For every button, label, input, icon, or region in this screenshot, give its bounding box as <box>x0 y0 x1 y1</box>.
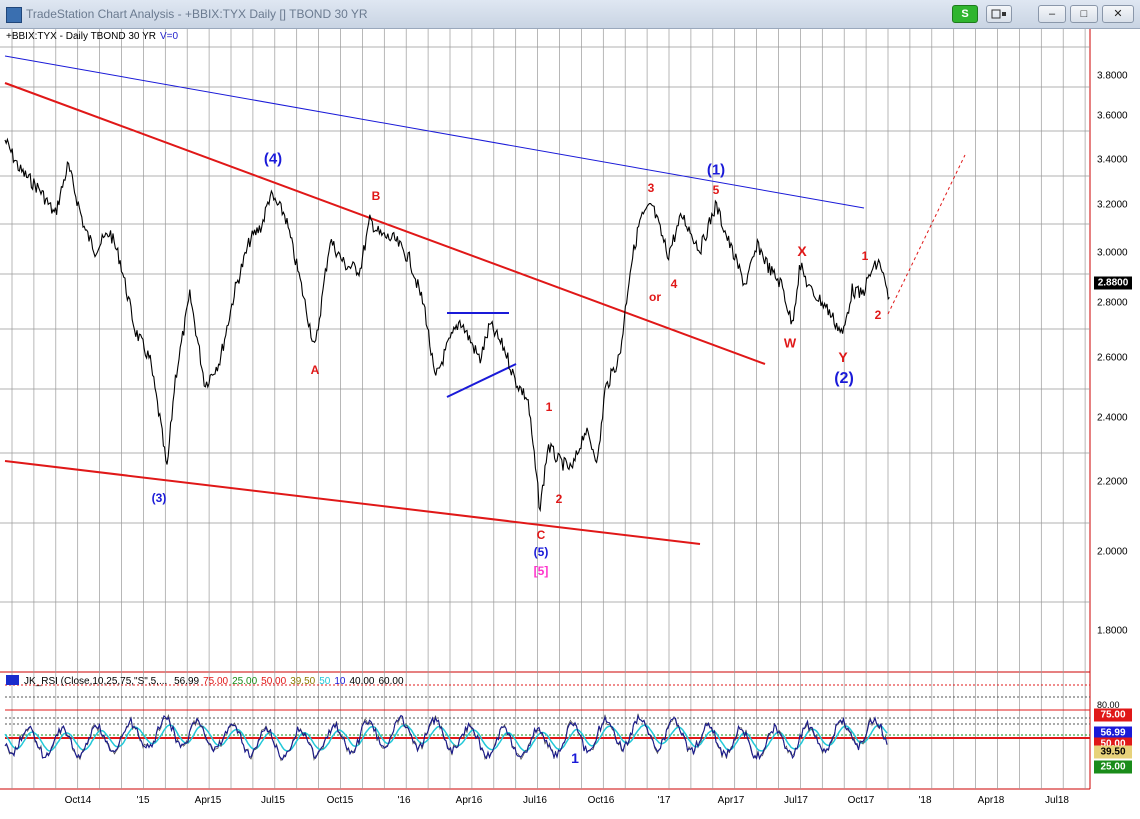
symbol-header: +BBIX:TYX - Daily TBOND 30 YR V=0 <box>6 31 178 42</box>
wave-label-new1: 1 <box>861 249 869 263</box>
wave-label-W: W <box>783 335 797 351</box>
price-tick: 2.8000 <box>1097 297 1128 309</box>
price-series-line <box>4 137 890 513</box>
rsi-flag-3950: 39.50 <box>1094 745 1132 759</box>
price-tick: 2.4000 <box>1097 412 1128 424</box>
wave-label-new2: 2 <box>874 308 882 322</box>
wave-label-5-bracket: [5] <box>533 564 549 578</box>
red-trendline-lower <box>4 460 701 545</box>
blue-trendline-upper <box>4 55 865 209</box>
wave-label-or: or <box>649 290 661 304</box>
price-tick: 2.2000 <box>1097 476 1128 488</box>
time-tick: Oct16 <box>587 795 615 806</box>
price-tick: 2.6000 <box>1097 352 1128 364</box>
indicator-name: JK_RSI (Close,10,25,75,"S",5,... <box>24 676 168 687</box>
maximize-button[interactable]: □ <box>1070 5 1098 23</box>
wave-label-sub3: 3 <box>647 181 655 195</box>
time-tick: '15 <box>136 795 150 806</box>
last-price-flag: 2.8800 <box>1094 276 1132 290</box>
wave-label-sub5: 5 <box>712 183 720 197</box>
time-tick: Apr16 <box>455 795 483 806</box>
indicator-value: 56.99 <box>174 676 200 687</box>
title-bar: TradeStation Chart Analysis - +BBIX:TYX … <box>0 0 1140 29</box>
wave-label-B: B <box>371 189 381 203</box>
time-tick: Oct14 <box>64 795 92 806</box>
subgraph-icon <box>991 9 1006 19</box>
rsi-fast-line <box>4 714 888 761</box>
wave-label-Y: Y <box>838 349 848 365</box>
wave-label-sub2: 2 <box>555 492 563 506</box>
close-button[interactable]: ✕ <box>1102 5 1134 23</box>
indicator-value: 60.00 <box>378 676 404 687</box>
time-tick: '18 <box>918 795 932 806</box>
time-tick: Jul17 <box>784 795 808 806</box>
time-tick: '17 <box>657 795 671 806</box>
time-tick: Jul15 <box>261 795 285 806</box>
time-tick: Oct17 <box>847 795 875 806</box>
price-tick: 3.6000 <box>1097 110 1128 122</box>
price-tick: 3.4000 <box>1097 154 1128 166</box>
wave-label-sub1: 1 <box>545 400 553 414</box>
rsi-flag-25: 25.00 <box>1094 760 1132 774</box>
indicator-value: 10 <box>334 676 346 687</box>
rsi-flag-current: 56.99 <box>1094 726 1132 740</box>
volume-text: V=0 <box>159 31 179 42</box>
time-tick: Jul18 <box>1045 795 1069 806</box>
rsi-tick: 80.00 <box>1097 700 1120 710</box>
red-trendline-upper <box>4 82 766 365</box>
app-icon <box>6 7 22 23</box>
wave-label-sub4: 4 <box>670 277 678 291</box>
price-tick: 3.2000 <box>1097 199 1128 211</box>
price-tick: 2.0000 <box>1097 546 1128 558</box>
indicator-value: 50 <box>319 676 331 687</box>
window-title: TradeStation Chart Analysis - +BBIX:TYX … <box>26 7 368 21</box>
chart-area[interactable]: +BBIX:TYX - Daily TBOND 30 YR V=0 3.8000 … <box>0 29 1140 819</box>
triangle-bottom-line <box>446 363 517 398</box>
indicator-value: 75.00 <box>203 676 229 687</box>
indicator-value: 50.00 <box>261 676 287 687</box>
time-tick: '16 <box>397 795 411 806</box>
time-tick: Jul16 <box>523 795 547 806</box>
price-tick: 3.8000 <box>1097 70 1128 82</box>
minimize-button[interactable]: – <box>1038 5 1066 23</box>
strategy-s-button[interactable]: S <box>952 5 978 23</box>
wave-label-3: (3) <box>151 491 167 505</box>
indicator-color-chip[interactable] <box>6 675 19 685</box>
wave-label-A: A <box>310 363 320 377</box>
wave-label-X: X <box>797 243 807 259</box>
time-tick: Oct15 <box>326 795 354 806</box>
price-tick: 1.8000 <box>1097 625 1128 637</box>
rsi-slow-line <box>4 724 888 752</box>
wave-label-C: C <box>536 528 546 542</box>
time-tick: Apr17 <box>717 795 745 806</box>
price-tick: 3.0000 <box>1097 247 1128 259</box>
wave-label-4: (4) <box>263 150 283 168</box>
indicator-header: JK_RSI (Close,10,25,75,"S",5,... 56.99 75… <box>6 675 412 687</box>
price-chart-canvas[interactable] <box>0 29 1140 819</box>
indicator-values: 56.99 75.00 25.00 50.00 39.50 50 10 40.00 60.00 <box>174 676 407 687</box>
time-tick: Apr18 <box>977 795 1005 806</box>
subgraph-toggle-button[interactable] <box>986 5 1012 23</box>
indicator-value: 39.50 <box>290 676 316 687</box>
rsi-label-1: 1 <box>571 750 579 766</box>
rsi-flag-75: 75.00 <box>1094 708 1132 722</box>
indicator-value: 25.00 <box>232 676 258 687</box>
wave-label-1: (1) <box>706 161 726 179</box>
time-tick: Apr15 <box>194 795 222 806</box>
wave-label-5: (5) <box>533 545 549 559</box>
indicator-value: 40.00 <box>349 676 375 687</box>
wave-label-2: (2) <box>834 370 854 387</box>
symbol-text: +BBIX:TYX - Daily TBOND 30 YR <box>6 31 156 42</box>
